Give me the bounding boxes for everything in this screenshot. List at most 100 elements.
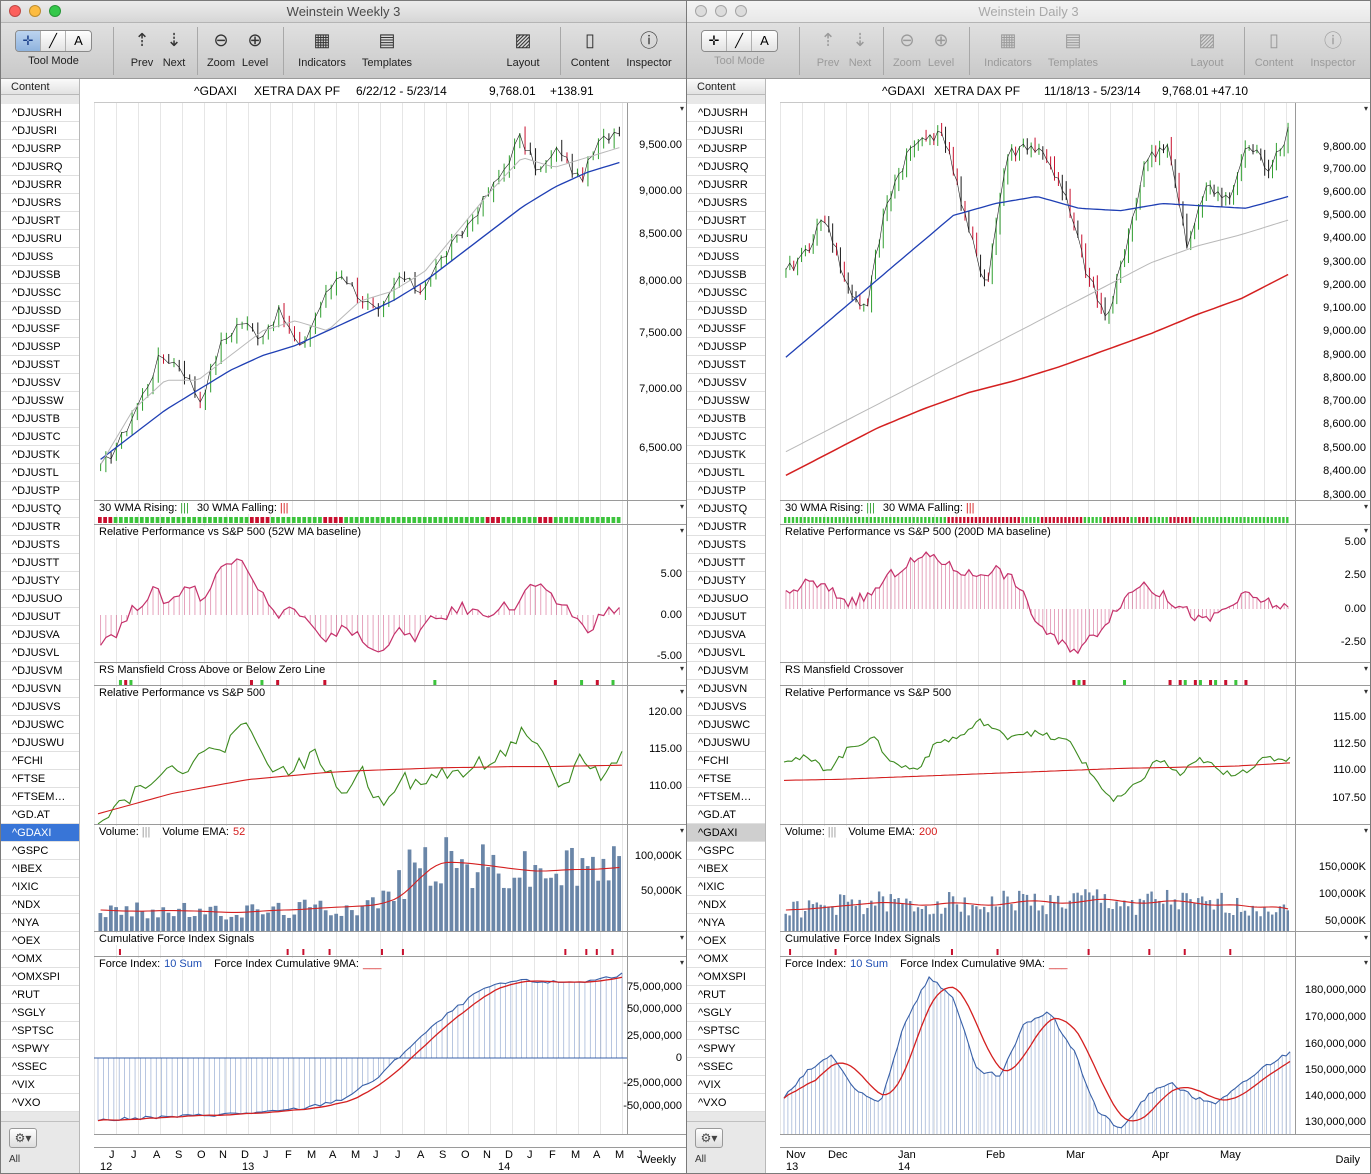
sidebar-header[interactable]: Content [687,79,765,95]
next-button[interactable]: ⇣ Next [845,23,875,70]
panel-menu-icon[interactable]: ▾ [1363,664,1368,673]
symbol-list-item[interactable]: ^DJUSUT [1,608,79,626]
minimize-button[interactable] [29,5,41,17]
symbol-list-item[interactable]: ^OEX [687,932,765,950]
force-index-panel-plot[interactable] [94,957,628,1134]
tool-mode-segmented[interactable]: ✛ ╱ A [15,30,92,52]
symbol-list-item[interactable]: ^NYA [687,914,765,932]
panel-menu-icon[interactable]: ▾ [679,687,684,696]
symbol-list-item[interactable]: ^VXO [1,1094,79,1112]
symbol-list-item[interactable]: ^DJUSRH [687,104,765,122]
rp-panel[interactable]: 5.00 2.50 0.00 -2.50 ▾ Relative Performance v… [780,525,1370,663]
close-button[interactable] [9,5,21,17]
symbol-list-item[interactable]: ^DJUSSP [1,338,79,356]
symbol-list-item[interactable]: ^OMX [1,950,79,968]
layout-button[interactable]: ▨ Layout [1182,23,1232,70]
symbol-list-item[interactable]: ^GD.AT [1,806,79,824]
symbol-list-item[interactable]: ^DJUSRU [687,230,765,248]
symbol-list-item[interactable]: ^DJUSTL [1,464,79,482]
time-axis[interactable]: J J A S O N D J F M A M J J A S O N D J F M A M J 12 13 14 Weekly [94,1147,686,1173]
crosshair-icon[interactable]: ✛ [16,31,41,51]
symbol-list-item[interactable]: ^SPWY [687,1040,765,1058]
force-index-panel[interactable]: 180,000,000 170,000,000 160,000,000 150,000… [780,957,1370,1135]
symbol-list-item[interactable]: ^DJUSSC [1,284,79,302]
symbol-list-item[interactable]: ^DJUSSB [1,266,79,284]
symbol-list-item[interactable]: ^FTSE [687,770,765,788]
panel-menu-icon[interactable]: ▾ [679,958,684,967]
window-titlebar[interactable]: Weinstein Weekly 3 [1,1,686,23]
symbol-list-item[interactable]: ^DJUSWU [1,734,79,752]
symbol-list-item[interactable]: ^DJUSTB [1,410,79,428]
panel-menu-icon[interactable]: ▾ [679,502,684,511]
symbol-list-item[interactable]: ^IBEX [687,860,765,878]
chart-area[interactable]: ^GDAXI XETRA DAX PF 6/22/12 - 5/23/14 9,768… [94,79,686,1173]
symbol-list-item[interactable]: ^DJUSUT [687,608,765,626]
level-button[interactable]: ⊕ Level [925,23,957,70]
sidebar-header[interactable]: Content [1,79,79,95]
symbol-list-item[interactable]: ^DJUSTR [687,518,765,536]
symbol-list-item[interactable]: ^DJUSSF [1,320,79,338]
symbol-list-item[interactable]: ^DJUSVA [1,626,79,644]
symbol-list-item[interactable]: ^DJUSSF [687,320,765,338]
panel-menu-icon[interactable]: ▾ [679,826,684,835]
symbol-list-item[interactable]: ^DJUSRI [687,122,765,140]
panel-menu-icon[interactable]: ▾ [1363,502,1368,511]
symbol-list-item[interactable]: ^SSEC [687,1058,765,1076]
symbol-list-item[interactable]: ^DJUSRT [1,212,79,230]
symbol-list-item[interactable]: ^DJUSTP [687,482,765,500]
symbol-list-item[interactable]: ^DJUSVL [687,644,765,662]
inspector-button[interactable]: ⓘ Inspector [1304,23,1362,69]
symbol-list-item[interactable]: ^DJUSSV [1,374,79,392]
tool-mode-control[interactable]: ✛ ╱ A Tool Mode [15,23,92,67]
content-button[interactable]: ▯ Content [564,23,616,70]
symbol-list-item[interactable]: ^DJUSTQ [1,500,79,518]
symbol-list-item[interactable]: ^OEX [1,932,79,950]
symbol-list-item[interactable]: ^RUT [687,986,765,1004]
symbol-list-item[interactable]: ^IBEX [1,860,79,878]
symbol-list-item[interactable]: ^DJUSTR [1,518,79,536]
line-tool-icon[interactable]: ╱ [727,31,752,51]
symbol-list-item[interactable]: ^OMXSPI [1,968,79,986]
volume-panel[interactable]: 150,000K 100,000K 50,000K ▾ Volume: ||| Volume… [780,825,1370,932]
text-tool-icon[interactable]: A [752,31,777,51]
symbol-list-item[interactable]: ^DJUSWC [687,716,765,734]
content-button[interactable]: ▯ Content [1248,23,1300,70]
line-tool-icon[interactable]: ╱ [41,31,66,51]
symbol-list-item[interactable]: ^DJUSRQ [1,158,79,176]
symbol-list-item[interactable]: ^FTSEM… [1,788,79,806]
wma-panel[interactable]: ▾ 30 WMA Rising: ||| 30 WMA Falling: ||| [780,501,1370,525]
symbol-list-item[interactable]: ^IXIC [1,878,79,896]
symbol-list-item[interactable]: ^DJUSRH [1,104,79,122]
rs-panel[interactable]: ▾ RS Mansfield Crossover [780,663,1370,686]
symbol-list-item[interactable]: ^SGLY [687,1004,765,1022]
chart-period[interactable]: Daily [1335,1154,1360,1166]
symbol-list-item[interactable]: ^DJUSTB [687,410,765,428]
window-titlebar[interactable]: Weinstein Daily 3 [687,1,1370,23]
prev-button[interactable]: ⇡ Prev [813,23,843,70]
symbol-list-item[interactable]: ^DJUSST [1,356,79,374]
zoom-button[interactable] [735,5,747,17]
symbol-list-item[interactable]: ^OMXSPI [687,968,765,986]
symbol-list-item[interactable]: ^DJUSS [687,248,765,266]
symbol-list-item[interactable]: ^DJUSVL [1,644,79,662]
volume-panel[interactable]: 100,000K 50,000K ▾ Volume: ||| Volume EMA: 52 [94,825,686,932]
symbol-list-item[interactable]: ^VXO [687,1094,765,1112]
symbol-list-item[interactable]: ^DJUSTC [1,428,79,446]
sidebar-filter-all[interactable]: All [9,1154,21,1165]
symbol-list-item[interactable]: ^DJUSTQ [687,500,765,518]
symbol-list-item[interactable]: ^DJUSS [1,248,79,266]
rp-panel-plot[interactable] [780,525,1296,662]
rs-panel[interactable]: ▾ RS Mansfield Cross Above or Below Zero … [94,663,686,686]
rps-panel[interactable]: 120.00 115.00 110.00 ▾ Relative Performance … [94,686,686,825]
crosshair-icon[interactable]: ✛ [702,31,727,51]
symbol-list-item[interactable]: ^DJUSVM [687,662,765,680]
symbol-list-item[interactable]: ^DJUSRR [687,176,765,194]
panel-menu-icon[interactable]: ▾ [1363,104,1368,113]
symbol-list-item[interactable]: ^DJUSSD [1,302,79,320]
text-tool-icon[interactable]: A [66,31,91,51]
templates-button[interactable]: ▤ Templates [357,23,417,70]
templates-button[interactable]: ▤ Templates [1043,23,1103,70]
level-button[interactable]: ⊕ Level [239,23,271,70]
symbol-list-item[interactable]: ^DJUSTS [1,536,79,554]
rp-panel[interactable]: 5.00 0.00 -5.00 ▾ Relative Performance vs S&… [94,525,686,663]
